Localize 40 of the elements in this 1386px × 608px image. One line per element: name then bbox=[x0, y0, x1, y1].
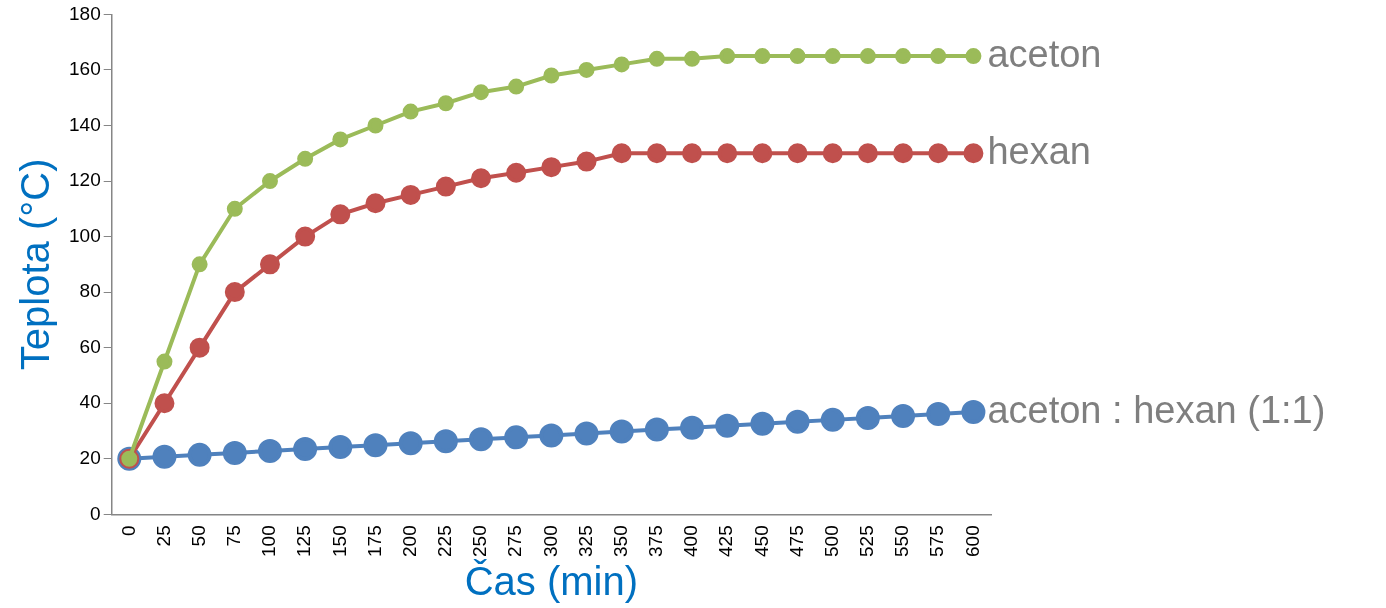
y-tick-label: 60 bbox=[79, 335, 101, 357]
x-tick-label: 450 bbox=[750, 525, 772, 557]
x-tick-label: 525 bbox=[856, 525, 878, 557]
x-tick-label: 475 bbox=[785, 525, 807, 557]
y-tick-label: 80 bbox=[79, 280, 101, 302]
series-label: aceton : hexan (1:1) bbox=[987, 388, 1326, 431]
series-label: hexan bbox=[987, 129, 1091, 172]
x-tick-label: 150 bbox=[328, 525, 350, 557]
y-tick-label: 40 bbox=[79, 391, 101, 413]
x-tick-label: 0 bbox=[117, 525, 139, 536]
x-tick-label: 400 bbox=[680, 525, 702, 557]
x-tick-label: 100 bbox=[258, 525, 280, 557]
x-tick-label: 275 bbox=[504, 525, 526, 557]
x-tick-label: 300 bbox=[539, 525, 561, 557]
x-tick-label: 425 bbox=[715, 525, 737, 557]
x-tick-label: 50 bbox=[187, 525, 209, 547]
y-tick-label: 180 bbox=[69, 2, 101, 24]
series-label: aceton bbox=[987, 32, 1102, 75]
x-tick-label: 350 bbox=[609, 525, 631, 557]
x-tick-label: 325 bbox=[574, 525, 596, 557]
x-tick-label: 375 bbox=[645, 525, 667, 557]
y-tick-label: 160 bbox=[69, 58, 101, 80]
x-tick-label: 125 bbox=[293, 525, 315, 557]
x-axis-title: Čas (min) bbox=[464, 559, 639, 604]
x-tick-label: 75 bbox=[223, 525, 245, 547]
x-tick-label: 550 bbox=[891, 525, 913, 557]
x-tick-label: 500 bbox=[820, 525, 842, 557]
y-tick-label: 20 bbox=[79, 446, 101, 468]
x-tick-label: 200 bbox=[398, 525, 420, 557]
y-tick-label: 140 bbox=[69, 113, 101, 135]
y-tick-label: 100 bbox=[69, 224, 101, 246]
x-tick-label: 575 bbox=[926, 525, 948, 557]
y-axis-title: Teplota (°C) bbox=[13, 158, 58, 371]
x-tick-label: 175 bbox=[363, 525, 385, 557]
x-tick-label: 600 bbox=[961, 525, 983, 557]
y-tick-label: 0 bbox=[90, 502, 101, 524]
x-tick-label: 25 bbox=[152, 525, 174, 547]
x-tick-label: 225 bbox=[434, 525, 456, 557]
x-tick-label: 250 bbox=[469, 525, 491, 557]
y-tick-label: 120 bbox=[69, 169, 101, 191]
